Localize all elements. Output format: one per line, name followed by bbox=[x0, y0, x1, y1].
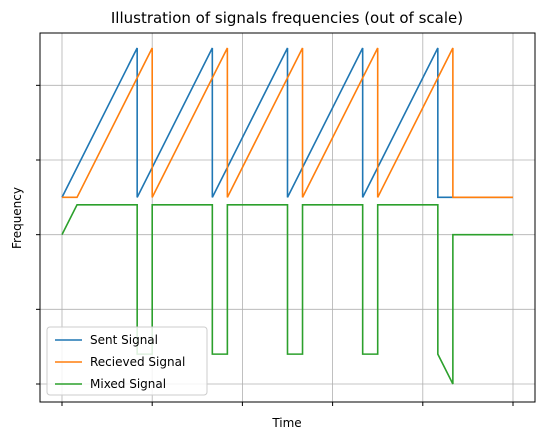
x-axis-label: Time bbox=[271, 416, 301, 430]
legend: Sent Signal Recieved Signal Mixed Signal bbox=[46, 326, 208, 396]
legend-label: Sent Signal bbox=[90, 333, 158, 347]
plot-frame bbox=[39, 32, 536, 403]
legend-box bbox=[46, 326, 208, 396]
ticks bbox=[36, 84, 514, 406]
series-line-1 bbox=[61, 47, 513, 199]
series-line-2 bbox=[62, 47, 513, 199]
chart-title: Illustration of signals frequencies (out… bbox=[111, 9, 463, 27]
legend-label: Recieved Signal bbox=[90, 355, 185, 369]
legend-label: Mixed Signal bbox=[90, 377, 166, 391]
y-axis-label: Frequency bbox=[10, 187, 24, 249]
